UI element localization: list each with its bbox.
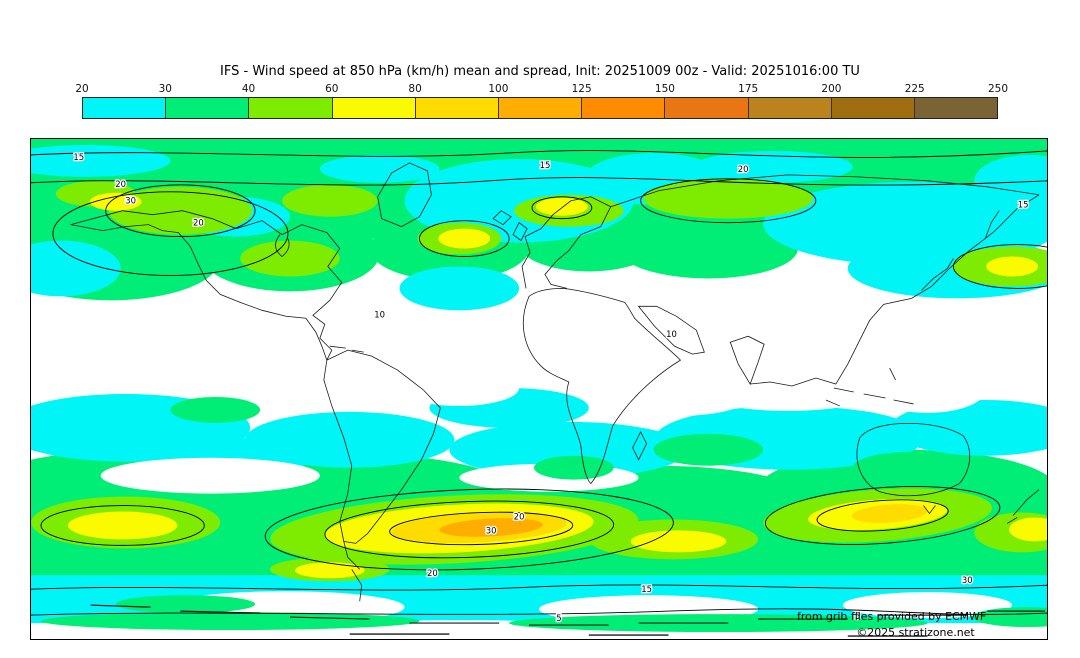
- wind-core-orange: [439, 518, 543, 537]
- contour-label: 15: [641, 584, 652, 594]
- contour-label: 20: [427, 568, 438, 578]
- colorbar: 20 30 40 60 80 100 125 150 175 200 225 2…: [75, 83, 1008, 119]
- colorbar-tick: 100: [488, 83, 509, 95]
- contour-label: 10: [374, 309, 385, 319]
- wind-patch-green: [40, 396, 1047, 633]
- contour-label: 20: [193, 218, 204, 228]
- colorbar-tick: 175: [738, 83, 759, 95]
- spread-contours: [31, 150, 1047, 616]
- colorbar-tick: 60: [325, 83, 339, 95]
- contour-label: 20: [115, 179, 126, 189]
- contour-label: 10: [666, 329, 677, 339]
- map-title: IFS - Wind speed at 850 hPa (km/h) mean …: [220, 64, 860, 79]
- colorbar-segment: [166, 98, 250, 118]
- contour-label: 5: [855, 611, 860, 621]
- colorbar-segment: [498, 98, 583, 118]
- world-map: 15 20 30 20 15 20 10 10 15 20 30 20 15 5…: [30, 138, 1048, 640]
- contour-label: 20: [738, 164, 749, 174]
- colorbar-segment: [748, 98, 832, 118]
- contour-labels: 15 20 30 20 15 20 10 10 15 20 30 20 15 5…: [72, 151, 1030, 625]
- colorbar-tick: 20: [75, 83, 89, 95]
- contour-label: 30: [486, 525, 497, 535]
- attribution-copyright: ©2025 stratizone.net: [856, 626, 975, 639]
- contour-label: 15: [540, 160, 551, 170]
- colorbar-segment: [249, 98, 333, 118]
- attribution-ecmwf: from grib files provided by ECMWF: [797, 610, 986, 623]
- colorbar-tick: 125: [571, 83, 592, 95]
- colorbar-tick: 225: [904, 83, 925, 95]
- colorbar-segment: [665, 98, 749, 118]
- colorbar-tick: 150: [654, 83, 675, 95]
- colorbar-tick: 200: [821, 83, 842, 95]
- colorbar-segment: [332, 98, 416, 118]
- colorbar-segment: [582, 98, 666, 118]
- contour-label: 5: [556, 613, 561, 623]
- colorbar-tick: 40: [241, 83, 256, 95]
- colorbar-segment: [415, 98, 499, 118]
- colorbar-segment: [831, 98, 915, 118]
- contour-label: 20: [514, 511, 525, 521]
- contour-label: 15: [1018, 200, 1029, 210]
- colorbar-tick: 250: [987, 83, 1009, 95]
- calm-white-areas: [31, 293, 1047, 639]
- colorbar-tick: 80: [408, 83, 422, 95]
- colorbar-segment: [914, 98, 998, 118]
- colorbar-segment: [83, 98, 167, 118]
- wind-field-canvas: 15 20 30 20 15 20 10 10 15 20 30 20 15 5…: [31, 139, 1047, 639]
- contour-label: 30: [125, 196, 136, 206]
- contour-label: 30: [962, 575, 973, 585]
- colorbar-scale: [82, 97, 998, 119]
- contour-label: 15: [73, 152, 84, 162]
- colorbar-tick: 30: [158, 83, 172, 95]
- colorbar-ticks: 20 30 40 60 80 100 125 150 175 200 225 2…: [75, 83, 1008, 97]
